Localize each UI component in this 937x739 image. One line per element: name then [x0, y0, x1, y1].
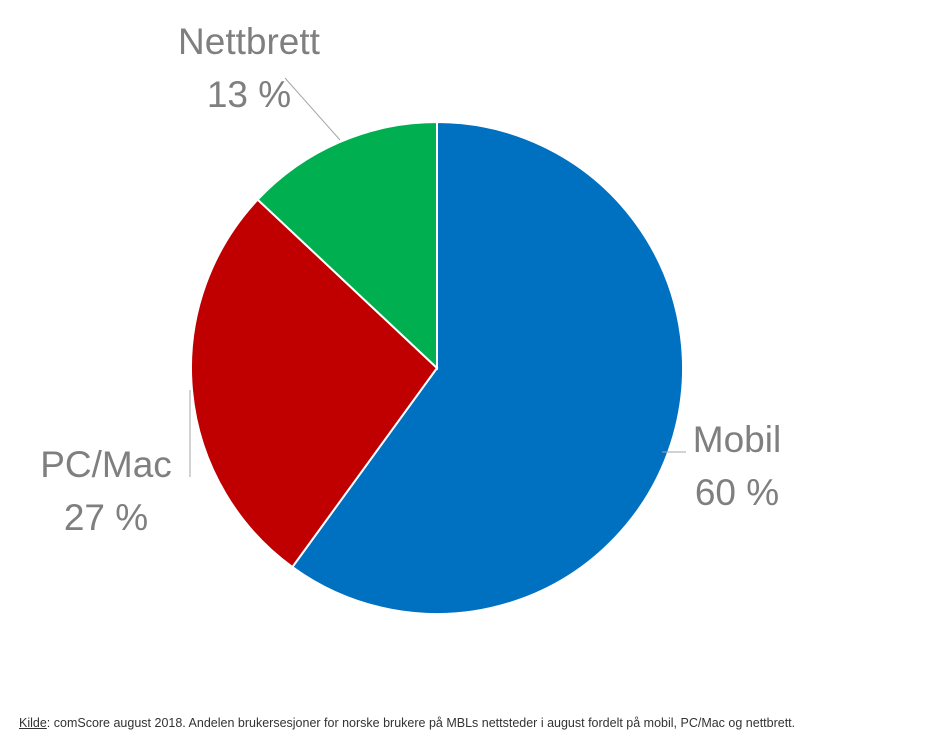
slice-label-pc-mac: PC/Mac — [40, 444, 172, 485]
slice-label-nettbrett: Nettbrett — [178, 21, 321, 62]
pie-slice-pc-mac — [190, 198, 439, 569]
pie-slice-mobil — [291, 120, 684, 615]
source-text: : comScore august 2018. Andelen brukerse… — [46, 716, 796, 730]
slice-label-mobil: Mobil — [693, 419, 781, 460]
slice-value-mobil: 60 % — [695, 472, 779, 513]
slice-value-nettbrett: 13 % — [207, 74, 291, 115]
pie-slice-nettbrett — [256, 120, 438, 371]
pie-chart: Mobil 60 % PC/Mac 27 % Nettbrett 13 % — [40, 21, 781, 615]
leader-line-nettbrett — [284, 77, 341, 141]
source-key: Kilde — [19, 716, 47, 730]
slice-value-pc-mac: 27 % — [64, 497, 148, 538]
source-note: Kilde: comScore august 2018. Andelen bru… — [19, 716, 795, 730]
